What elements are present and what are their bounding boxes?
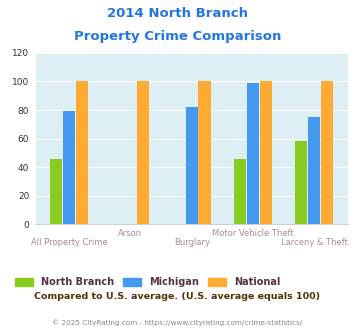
Bar [234, 159, 246, 224]
Text: © 2025 CityRating.com - https://www.cityrating.com/crime-statistics/: © 2025 CityRating.com - https://www.city… [53, 319, 302, 326]
Text: Burglary: Burglary [174, 238, 210, 247]
Text: All Property Crime: All Property Crime [31, 238, 108, 247]
Legend: North Branch, Michigan, National: North Branch, Michigan, National [15, 277, 280, 287]
Text: Compared to U.S. average. (U.S. average equals 100): Compared to U.S. average. (U.S. average … [34, 292, 321, 301]
Bar [50, 159, 62, 224]
Bar [308, 117, 320, 224]
Bar [321, 82, 333, 224]
Bar [137, 82, 149, 224]
Bar [198, 82, 211, 224]
Text: Larceny & Theft: Larceny & Theft [281, 238, 348, 247]
Bar [76, 82, 88, 224]
Bar [63, 112, 75, 224]
Bar [295, 142, 307, 224]
Text: 2014 North Branch: 2014 North Branch [107, 7, 248, 19]
Bar [260, 82, 272, 224]
Bar [247, 83, 259, 224]
Bar [186, 107, 198, 224]
Text: Property Crime Comparison: Property Crime Comparison [74, 30, 281, 43]
Text: Motor Vehicle Theft: Motor Vehicle Theft [212, 229, 294, 238]
Text: Arson: Arson [118, 229, 142, 238]
